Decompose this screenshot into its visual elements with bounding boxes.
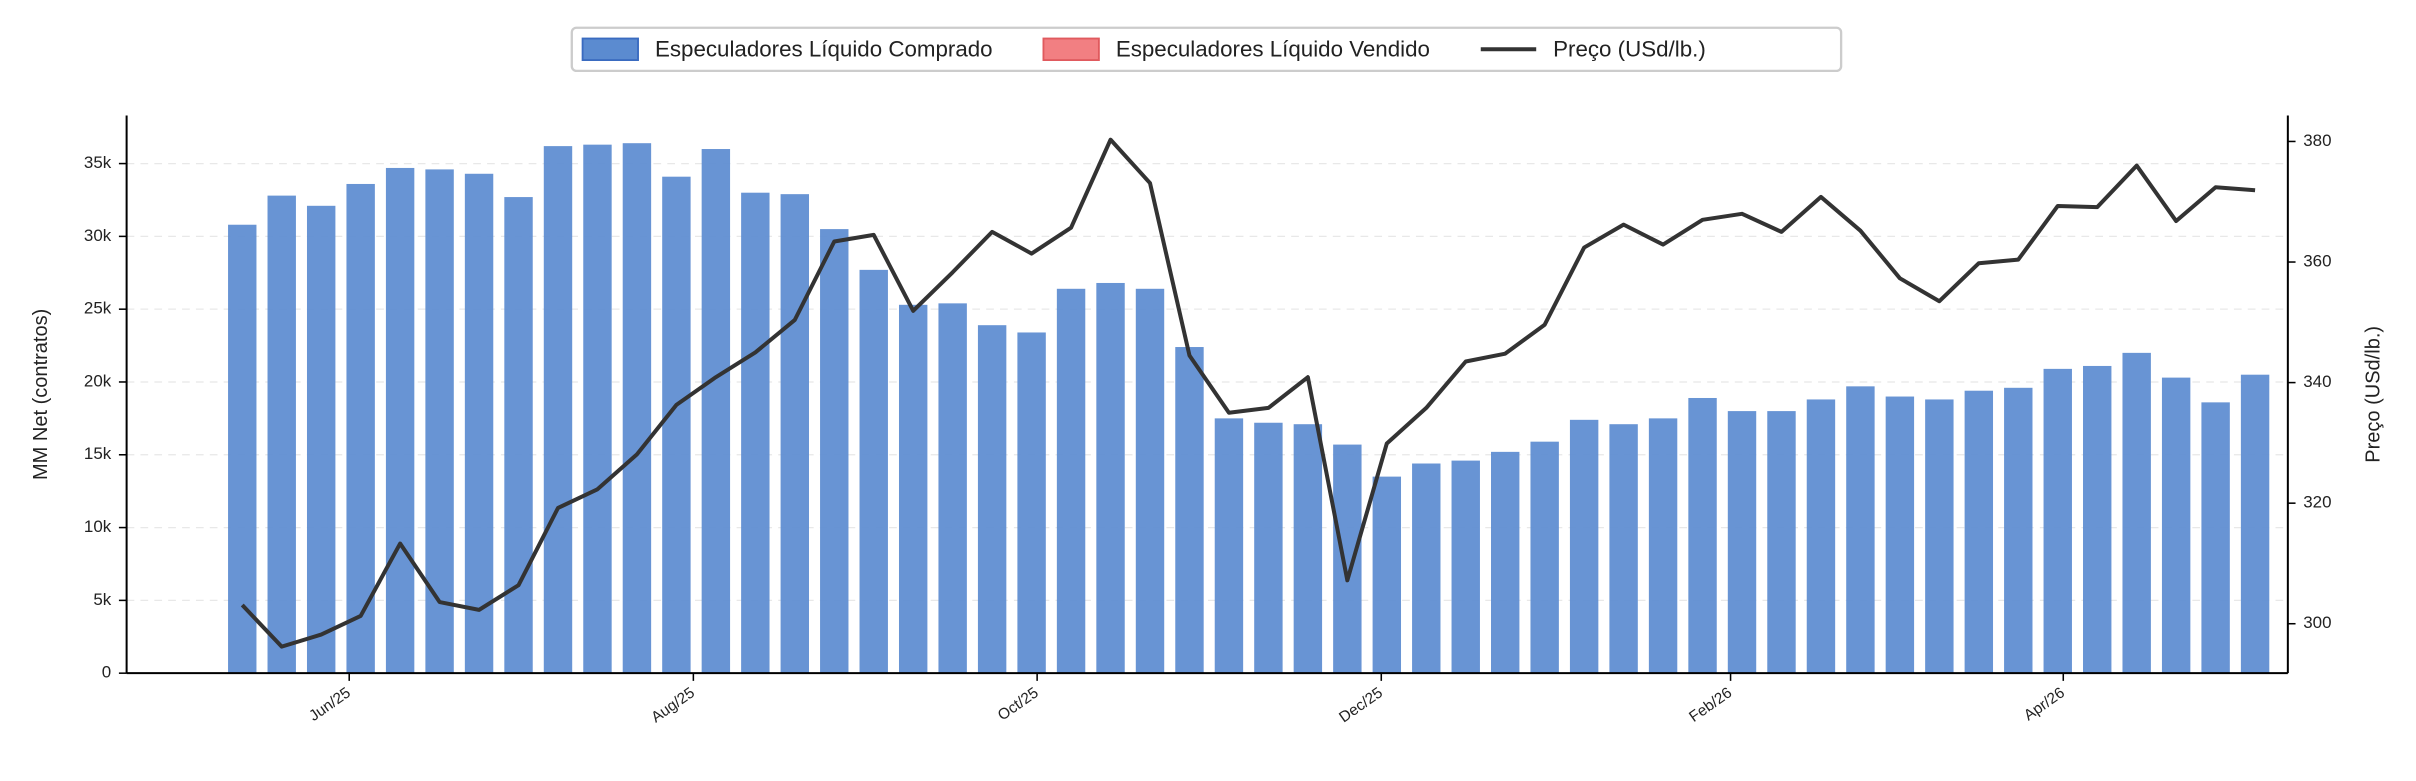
bar — [504, 197, 533, 674]
legend-swatch — [1042, 37, 1100, 62]
bar — [1017, 332, 1046, 674]
y-tick-label: 20k — [84, 371, 112, 390]
y-tick-label: 25k — [84, 299, 112, 318]
y-tick-label: 0 — [102, 663, 111, 682]
bar — [2201, 402, 2230, 674]
bar — [1806, 399, 1836, 674]
bar — [2043, 368, 2072, 674]
bar — [820, 229, 849, 674]
bar — [662, 176, 691, 674]
bar — [2161, 377, 2191, 674]
bar — [1372, 476, 1402, 674]
bar — [1846, 386, 1875, 674]
bar — [228, 224, 257, 674]
y-tick-label: 35k — [84, 153, 112, 172]
bar — [1293, 424, 1323, 674]
bar — [859, 269, 888, 674]
bar — [2004, 387, 2033, 674]
legend-box — [570, 26, 1843, 73]
y2-tick-label: 320 — [2303, 493, 2331, 512]
y-tick-label: 30k — [84, 226, 112, 245]
bar — [425, 169, 454, 674]
bar — [1925, 399, 1954, 674]
bar — [1056, 288, 1086, 674]
legend-label: Especuladores Líquido Vendido — [1116, 37, 1430, 62]
y-tick-label: 15k — [84, 444, 112, 463]
bar — [1688, 397, 1717, 674]
bar — [977, 325, 1007, 674]
bar — [938, 303, 967, 674]
bar — [385, 167, 415, 674]
bar — [1609, 424, 1638, 674]
bar — [1727, 411, 1757, 674]
bar — [1214, 418, 1244, 674]
bar — [2122, 352, 2151, 674]
y2-axis-label: Preço (USd/lb.) — [2362, 326, 2384, 463]
bar — [2083, 365, 2112, 674]
bar — [306, 205, 336, 674]
bar — [1569, 419, 1599, 674]
bar — [1530, 441, 1559, 674]
bar — [1254, 422, 1283, 674]
legend-swatch — [581, 37, 639, 62]
bar — [464, 173, 494, 674]
x-tick-label: Aug/25 — [648, 684, 698, 726]
bar — [1451, 460, 1480, 674]
y2-tick-label: 380 — [2303, 131, 2331, 150]
bar — [2240, 374, 2270, 674]
bar — [1135, 288, 1165, 674]
bar — [1885, 396, 1915, 674]
bar — [1648, 418, 1678, 674]
bar — [1175, 347, 1204, 674]
y2-tick-label: 360 — [2303, 251, 2331, 270]
bar — [701, 149, 731, 674]
bar — [622, 143, 652, 674]
bar — [267, 195, 296, 674]
bar — [1490, 451, 1520, 674]
x-tick-label: Jun/25 — [306, 684, 354, 724]
x-tick-label: Oct/25 — [995, 684, 1042, 724]
y-axis-label: MM Net (contratos) — [30, 309, 52, 480]
y2-tick-label: 300 — [2303, 613, 2331, 632]
bar — [1767, 411, 1796, 674]
bar — [741, 192, 770, 674]
y-tick-label: 10k — [84, 517, 112, 536]
legend-label: Especuladores Líquido Comprado — [655, 37, 993, 62]
bar — [898, 304, 928, 674]
y-tick-label: 5k — [93, 590, 111, 609]
bar — [543, 146, 573, 674]
price-line — [240, 137, 2256, 649]
legend-label: Preço (USd/lb.) — [1553, 37, 1706, 62]
bar — [1964, 390, 1994, 674]
bar — [583, 144, 612, 674]
x-tick-label: Feb/26 — [1686, 684, 1735, 725]
x-tick-label: Dec/25 — [1336, 684, 1386, 726]
bar — [780, 194, 810, 674]
bar — [1412, 463, 1441, 674]
bar — [1333, 444, 1362, 674]
y2-tick-label: 340 — [2303, 372, 2331, 391]
bar — [1096, 282, 1125, 674]
x-tick-label: Apr/26 — [2021, 684, 2068, 724]
bar — [346, 183, 375, 674]
